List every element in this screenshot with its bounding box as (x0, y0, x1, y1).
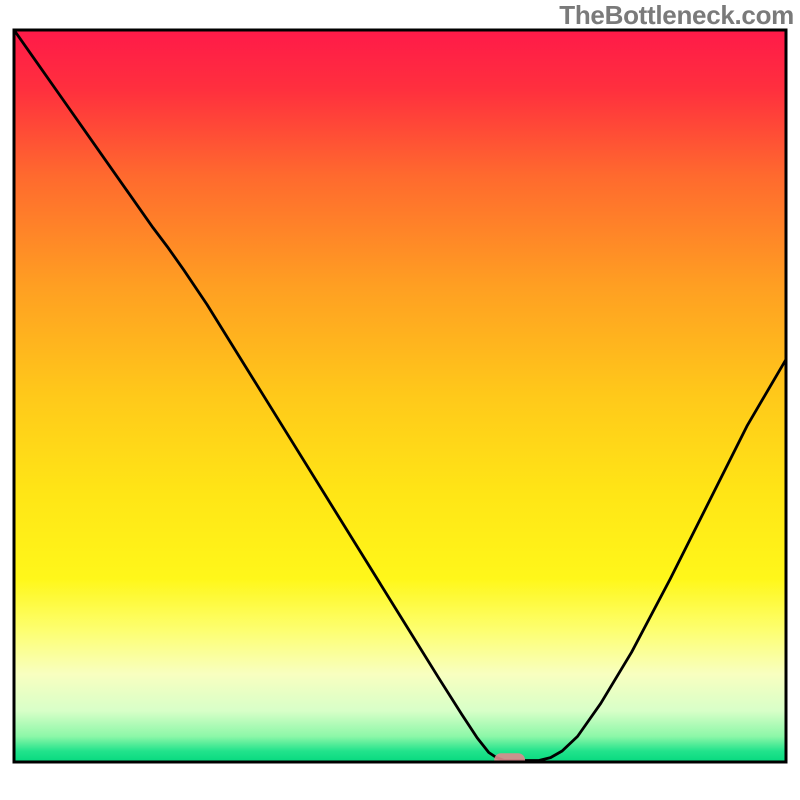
watermark-text: TheBottleneck.com (559, 0, 794, 31)
bottleneck-chart (0, 0, 800, 800)
chart-background (14, 30, 786, 762)
chart-container: TheBottleneck.com (0, 0, 800, 800)
